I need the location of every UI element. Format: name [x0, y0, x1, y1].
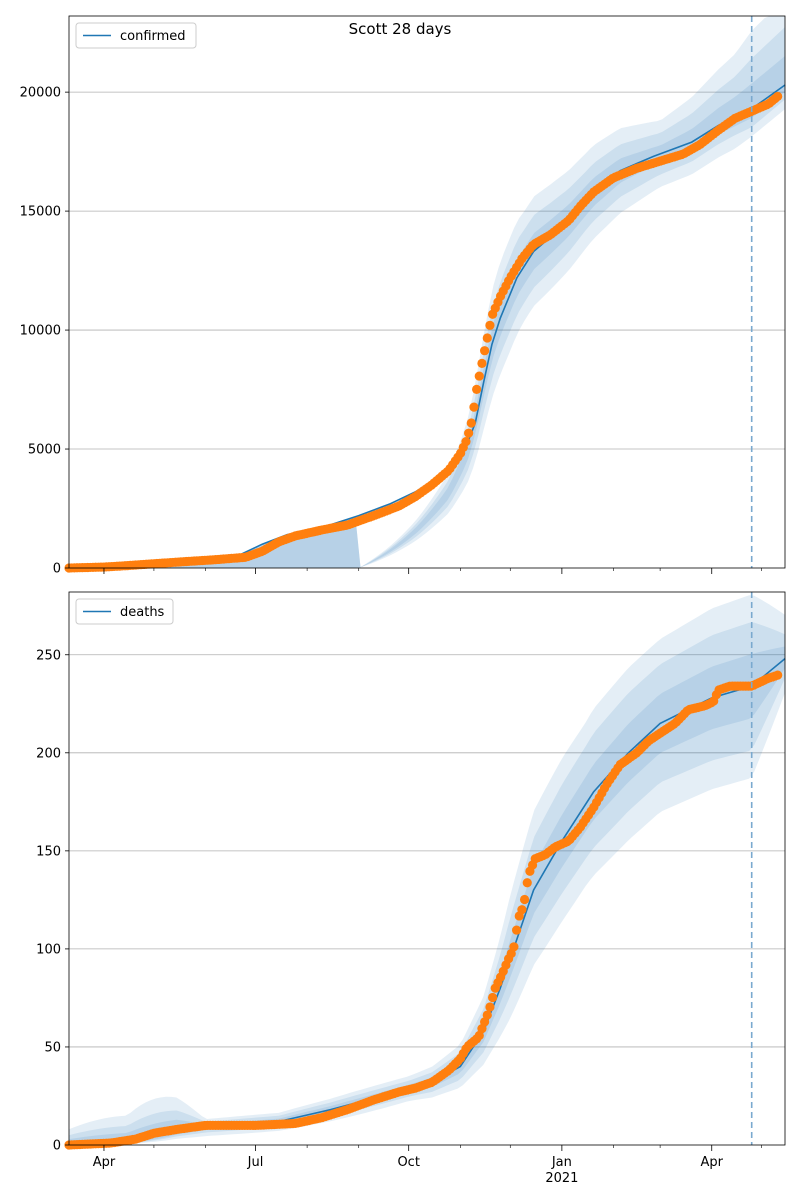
uncertainty-band-outer	[69, 595, 785, 1145]
model-line	[68, 84, 786, 569]
observed-point	[511, 925, 522, 935]
observed-point	[482, 333, 492, 343]
observed-point	[488, 992, 498, 1003]
observed-point	[474, 371, 484, 381]
legend-box	[75, 598, 174, 625]
y-tick-label: 15000	[20, 205, 61, 220]
observed-point	[480, 346, 490, 356]
y-tick-label: 20000	[20, 86, 61, 101]
legend-label: deaths	[120, 605, 165, 620]
y-tick-label: 0	[53, 562, 61, 577]
observed-point	[485, 1002, 495, 1012]
observed-point	[519, 894, 530, 905]
observed-point	[773, 670, 783, 680]
observed-point	[773, 91, 783, 102]
observed-point	[509, 942, 519, 952]
observed-point	[482, 1010, 492, 1020]
uncertainty-band-middle	[69, 27, 785, 569]
y-tick-label: 0	[53, 1139, 61, 1154]
y-tick-label: 200	[36, 746, 61, 761]
observed-point	[461, 437, 471, 447]
legend-label: confirmed	[120, 29, 186, 44]
uncertainty-band-outer	[69, 16, 785, 568]
observed-point	[485, 320, 495, 330]
observed-point	[522, 878, 532, 888]
x-tick-label: Jan	[551, 1155, 572, 1170]
x-tick-label: 2021	[545, 1171, 578, 1186]
observed-point	[464, 428, 474, 438]
y-tick-label: 250	[36, 648, 61, 663]
x-tick-label: Apr	[700, 1155, 723, 1170]
observed-point	[472, 384, 482, 394]
y-tick-label: 100	[36, 942, 61, 957]
uncertainty-band-middle	[69, 622, 785, 1145]
x-tick-label: Jul	[247, 1155, 264, 1170]
x-tick-label: Apr	[93, 1155, 116, 1170]
plot-frame	[68, 591, 786, 1146]
y-tick-label: 5000	[28, 443, 61, 458]
observed-point	[517, 905, 527, 915]
observed-point	[477, 358, 487, 368]
observed-point	[469, 402, 479, 412]
x-tick-label: Oct	[397, 1155, 419, 1170]
plot-frame	[68, 15, 786, 569]
uncertainty-band-inner	[69, 646, 785, 1145]
y-tick-label: 150	[36, 844, 61, 859]
legend-box	[75, 22, 197, 49]
y-tick-label: 50	[44, 1040, 61, 1055]
y-tick-label: 10000	[20, 324, 61, 339]
observed-point	[466, 418, 476, 428]
